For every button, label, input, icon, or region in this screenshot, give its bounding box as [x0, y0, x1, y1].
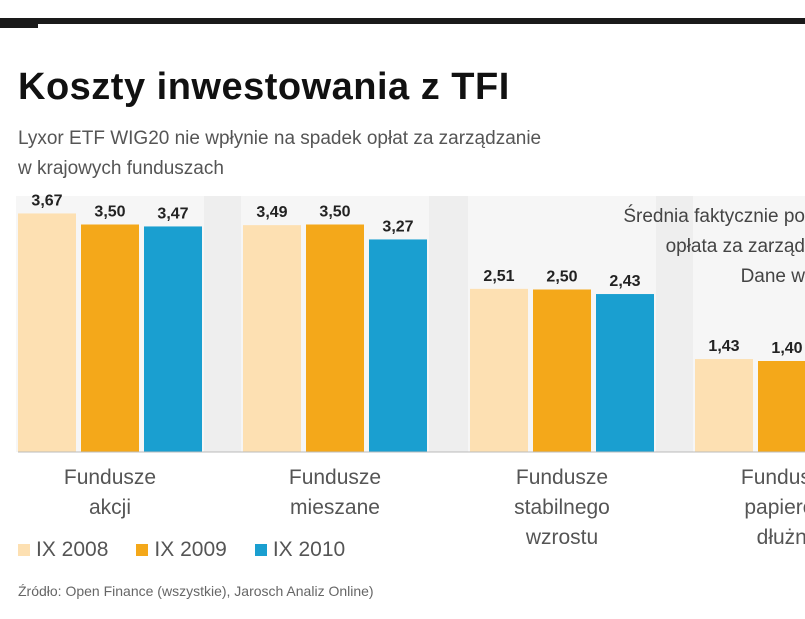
- data-label: 3,67: [31, 192, 62, 209]
- category-label: Fundusze akcji: [64, 466, 156, 519]
- legend-label-ix2010: IX 2010: [272, 538, 346, 561]
- bar: [470, 288, 528, 452]
- category-label: Fundusze mieszane: [289, 466, 381, 519]
- legend-swatch-ix2010: [254, 544, 267, 556]
- bar: [18, 213, 76, 452]
- chart-title: Koszty inwestowania z TFI: [18, 66, 510, 108]
- chart-note: Średnia faktycznie po opłata za zarząd D…: [623, 206, 805, 287]
- data-label: 2,43: [609, 273, 640, 290]
- data-label: 1,43: [708, 338, 739, 355]
- legend-item-ix2010: IX 2010: [254, 538, 346, 562]
- bar: [306, 224, 364, 452]
- chart-subtitle: Lyxor ETF WIG20 nie wpłynie na spadek op…: [18, 128, 542, 179]
- data-label: 3,27: [382, 218, 413, 235]
- legend-item-ix2009: IX 2009: [136, 538, 227, 562]
- data-label: 1,40: [771, 340, 802, 357]
- top-rule-tick: [0, 24, 38, 28]
- top-rule: [0, 18, 805, 24]
- legend-label-ix2008: IX 2008: [36, 538, 109, 561]
- bar: [695, 359, 753, 452]
- bar: [758, 361, 805, 452]
- bar: [533, 289, 591, 452]
- legend-swatch-ix2009: [136, 544, 149, 556]
- data-label: 2,51: [483, 268, 514, 285]
- data-label: 2,50: [546, 269, 577, 286]
- bar: [144, 226, 202, 452]
- data-label: 3,49: [256, 204, 287, 221]
- source-note: Źródło: Open Finance (wszystkie), Jarosc…: [18, 583, 374, 599]
- bar: [596, 294, 654, 452]
- bar: [369, 239, 427, 452]
- data-label: 3,47: [157, 205, 188, 222]
- legend-item-ix2008: IX 2008: [18, 538, 108, 562]
- bar: [243, 225, 301, 452]
- legend: IX 2008 IX 2009 IX 2010: [18, 538, 345, 562]
- legend-swatch-ix2008: [18, 544, 30, 556]
- category-label: Funduszepapierówdłużny: [741, 466, 805, 549]
- bar: [81, 224, 139, 452]
- legend-label-ix2009: IX 2009: [154, 538, 227, 561]
- data-label: 3,50: [94, 204, 125, 221]
- data-label: 3,50: [319, 204, 350, 221]
- category-label: Fundusze stabilnego wzrostu: [514, 466, 610, 549]
